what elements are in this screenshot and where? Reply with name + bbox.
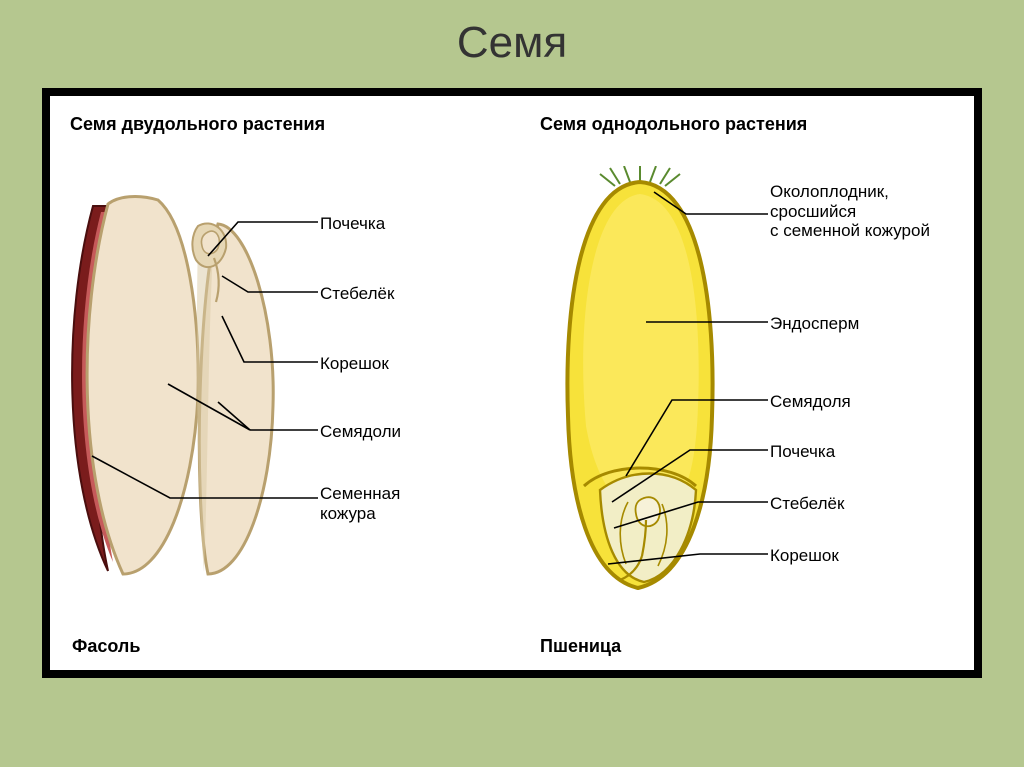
- label-stebelek-right: Стебелёк: [770, 494, 844, 514]
- label-endosperm: Эндосперм: [770, 314, 859, 334]
- label-pochechka-right: Почечка: [770, 442, 835, 462]
- label-koreshok-right: Корешок: [770, 546, 839, 566]
- diagram-figure: Семя двудольного растения Семя однодольн…: [42, 88, 982, 678]
- footer-bean: Фасоль: [72, 636, 140, 657]
- label-stebelek-left: Стебелёк: [320, 284, 394, 304]
- footer-wheat: Пшеница: [540, 636, 621, 657]
- page-title: Семя: [457, 18, 567, 68]
- label-semyadolya: Семядоля: [770, 392, 851, 412]
- label-pochechka-left: Почечка: [320, 214, 385, 234]
- label-okoloplodnik: Околоплодник, сросшийся с семенной кожур…: [770, 182, 930, 241]
- label-semennaya-kozhura: Семенная кожура: [320, 484, 400, 523]
- label-koreshok-left: Корешок: [320, 354, 389, 374]
- label-semyadoli: Семядоли: [320, 422, 401, 442]
